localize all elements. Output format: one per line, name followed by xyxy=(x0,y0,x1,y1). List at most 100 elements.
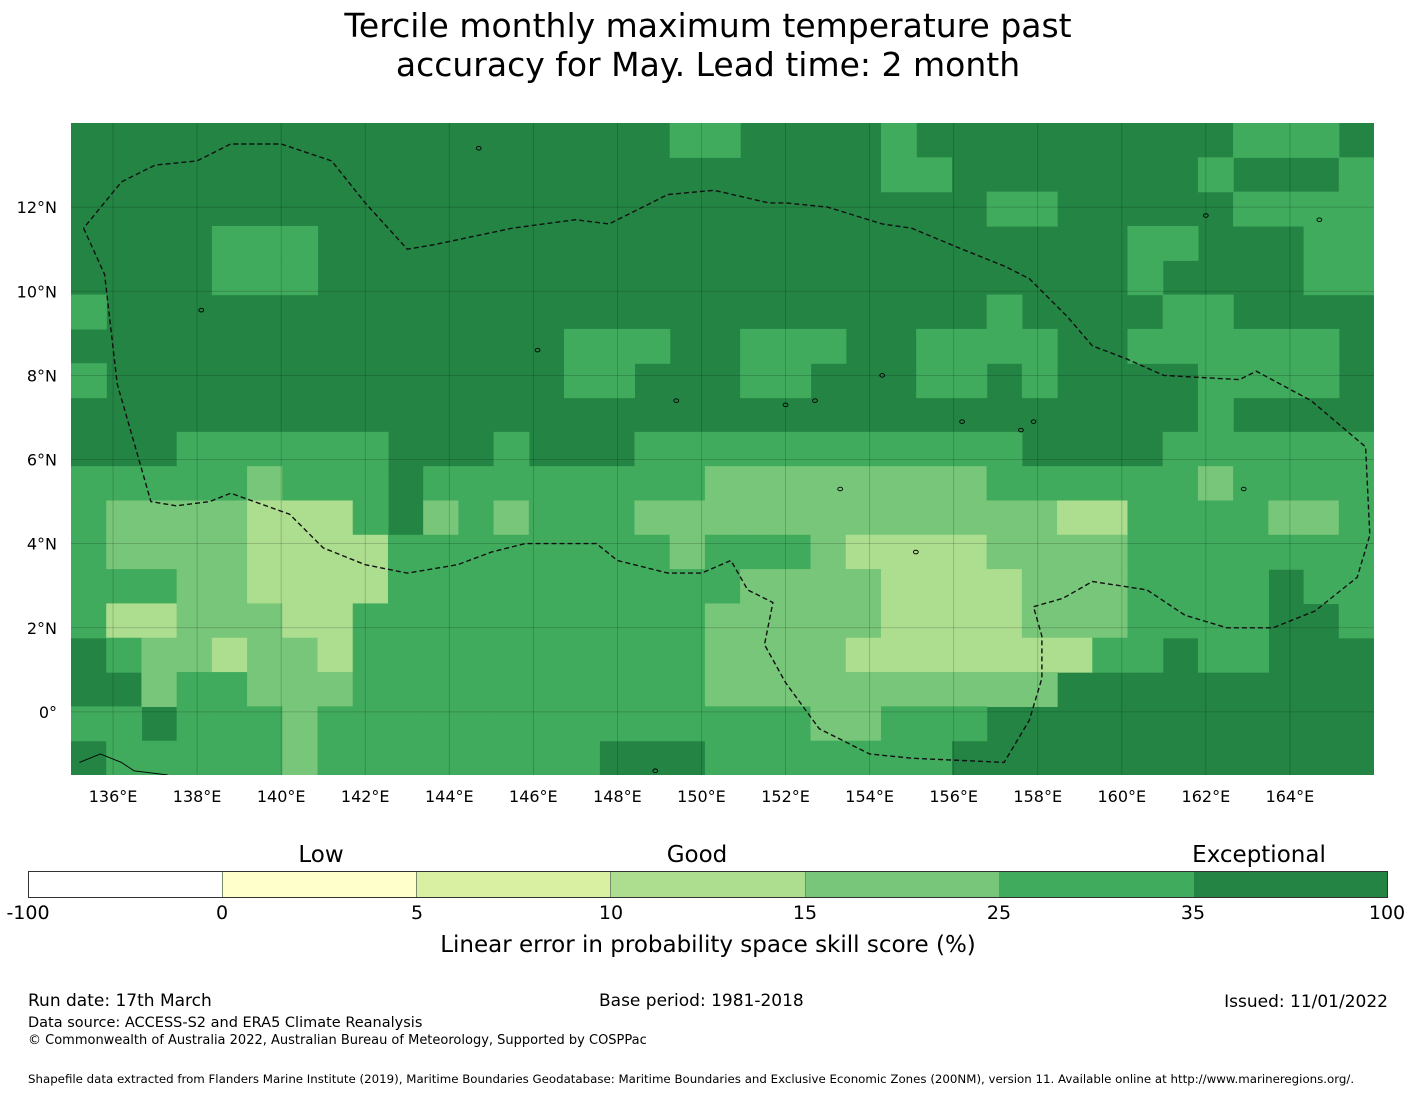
skill-cell xyxy=(1268,431,1305,467)
skill-cell xyxy=(317,466,354,502)
skill-cell xyxy=(352,431,389,467)
skill-cell xyxy=(1127,500,1164,536)
skill-cell xyxy=(458,466,495,502)
skill-cell xyxy=(1197,157,1234,193)
skill-cell xyxy=(951,466,988,502)
skill-cell xyxy=(916,157,953,193)
skill-cell xyxy=(880,637,917,673)
skill-cell xyxy=(916,637,953,673)
skill-cell xyxy=(1233,123,1269,158)
skill-cell xyxy=(282,706,319,742)
skill-cell xyxy=(1338,603,1374,639)
y-tick-label: 12°N xyxy=(17,198,57,217)
skill-cell xyxy=(916,466,953,502)
skill-cell xyxy=(775,500,812,536)
skill-cell xyxy=(176,672,213,707)
skill-cell xyxy=(71,466,107,502)
skill-cell xyxy=(493,706,530,742)
skill-cell xyxy=(810,500,847,536)
skill-cell xyxy=(634,466,671,502)
colorbar xyxy=(28,871,1388,898)
skill-cell xyxy=(845,740,882,775)
skill-cell xyxy=(669,672,706,707)
skill-cell xyxy=(106,740,143,775)
x-tick-label: 138°E xyxy=(173,787,222,806)
skill-cell xyxy=(564,637,600,673)
skill-cell xyxy=(845,466,882,502)
skill-cell xyxy=(1338,466,1374,502)
skill-cell xyxy=(1233,363,1269,399)
skill-cell xyxy=(845,672,882,707)
skill-cell xyxy=(810,569,847,605)
title-line-2: accuracy for May. Lead time: 2 month xyxy=(395,45,1021,84)
skill-cell xyxy=(352,569,389,605)
skill-cell xyxy=(282,740,319,775)
colorbar-segment xyxy=(999,872,1194,897)
skill-cell xyxy=(106,706,143,742)
skill-cell xyxy=(1268,328,1305,364)
skill-cell xyxy=(1338,225,1374,261)
x-tick-label: 146°E xyxy=(509,787,558,806)
skill-cell xyxy=(775,431,812,467)
skill-cell xyxy=(493,603,530,639)
skill-cell xyxy=(71,294,107,330)
y-tick-label: 4°N xyxy=(27,535,57,554)
skill-cell xyxy=(599,569,636,605)
skill-cell xyxy=(704,569,741,605)
y-tick-label: 10°N xyxy=(17,282,57,301)
skill-cell xyxy=(564,569,600,605)
skill-cell xyxy=(493,466,530,502)
skill-cell xyxy=(1127,534,1164,570)
skill-cell xyxy=(352,603,389,639)
island-outline xyxy=(652,768,659,774)
skill-cell xyxy=(669,500,706,536)
skill-cell xyxy=(387,740,424,775)
skill-cell xyxy=(564,328,600,364)
skill-cell xyxy=(352,500,389,536)
skill-cell xyxy=(317,637,354,673)
skill-cell xyxy=(71,706,107,742)
skill-cell xyxy=(775,363,812,399)
skill-cell xyxy=(1092,534,1129,570)
x-tick-label: 160°E xyxy=(1097,787,1146,806)
skill-cell xyxy=(740,328,776,364)
skill-cell xyxy=(704,706,741,742)
skill-cell xyxy=(1092,569,1129,605)
skill-cell xyxy=(880,740,917,775)
skill-cell xyxy=(810,466,847,502)
skill-cell xyxy=(775,740,812,775)
skill-cell xyxy=(880,123,917,158)
x-tick-label: 144°E xyxy=(425,787,474,806)
skill-cell xyxy=(106,466,143,502)
skill-cell xyxy=(704,740,741,775)
skill-cell xyxy=(493,431,530,467)
skill-cell xyxy=(1197,363,1234,399)
skill-cell xyxy=(704,672,741,707)
skill-cell xyxy=(528,534,565,570)
skill-cell xyxy=(423,603,459,639)
skill-cell xyxy=(1303,569,1340,605)
y-tick-label: 6°N xyxy=(27,451,57,470)
skill-cell xyxy=(1268,500,1305,536)
skill-cell xyxy=(1021,603,1058,639)
skill-cell xyxy=(1021,534,1058,570)
skill-cell xyxy=(247,672,283,707)
skill-cell xyxy=(106,603,143,639)
skill-cell xyxy=(247,466,283,502)
skill-cell xyxy=(282,500,319,536)
skill-cell xyxy=(986,500,1023,536)
island-outline xyxy=(959,419,965,424)
skill-cell xyxy=(704,637,741,673)
skill-cell xyxy=(1092,466,1129,502)
skill-cell xyxy=(564,672,600,707)
skill-cell xyxy=(669,431,706,467)
skill-cell xyxy=(1268,466,1305,502)
x-tick-label: 136°E xyxy=(89,787,138,806)
skill-cell xyxy=(669,706,706,742)
skill-cell xyxy=(775,706,812,742)
skill-cell xyxy=(1303,328,1340,364)
skill-cell xyxy=(916,363,953,399)
skill-cell xyxy=(564,740,600,775)
skill-cell xyxy=(1162,466,1199,502)
skill-cell xyxy=(1021,500,1058,536)
